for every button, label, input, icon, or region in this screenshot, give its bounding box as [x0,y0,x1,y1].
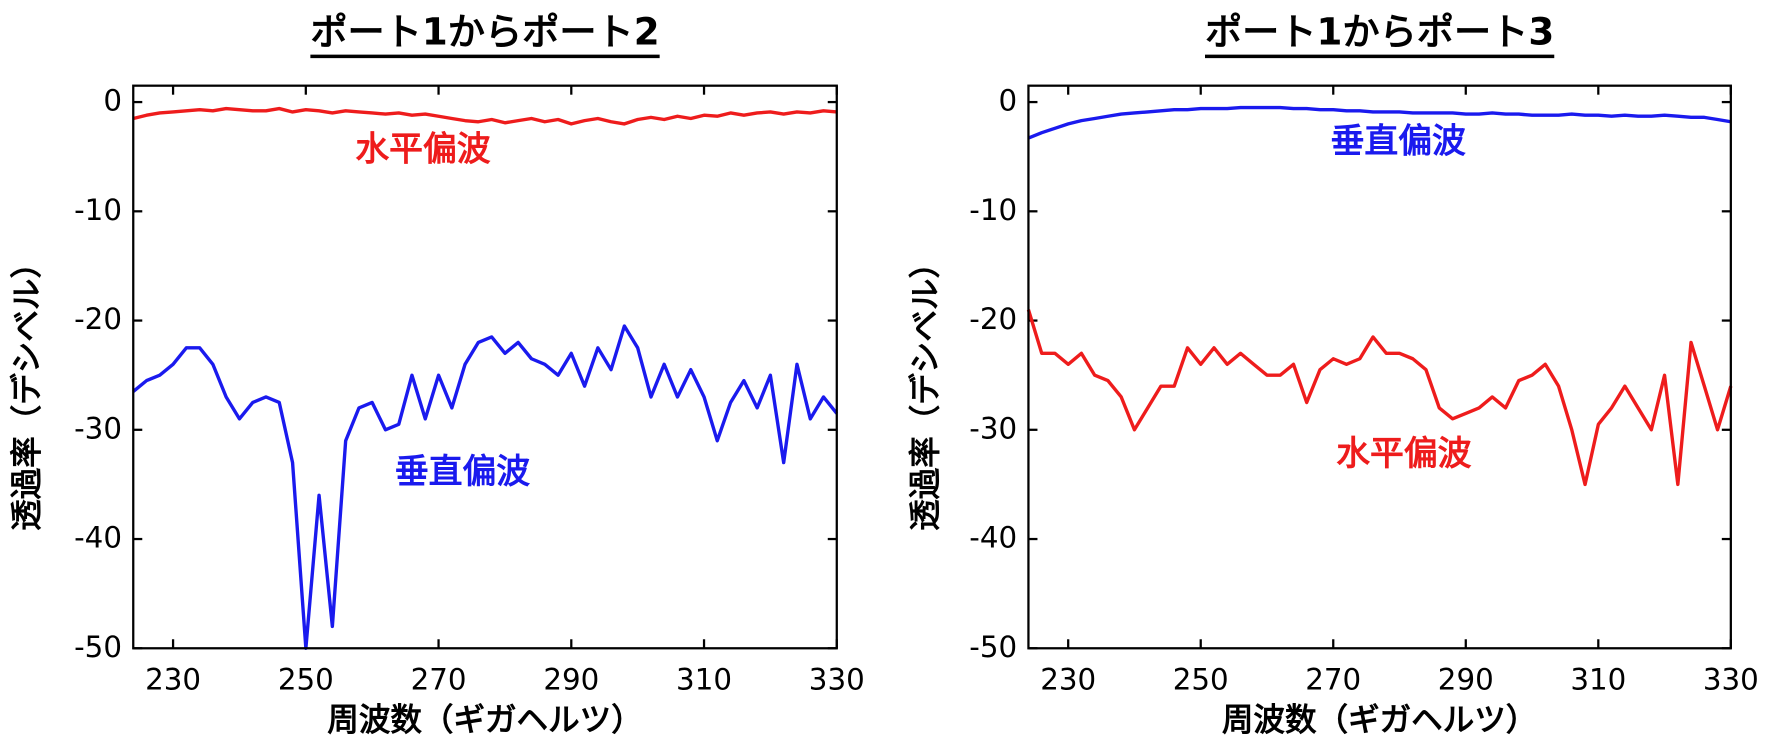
data-line [132,324,839,650]
y-tick-label: -10 [74,193,122,227]
chart-title: ポート1からポート3 [1205,9,1554,53]
x-tick-label: 250 [1173,662,1229,696]
x-tick-label: 290 [1438,662,1494,696]
data-line [132,106,837,126]
series-label: 垂直偏波 [1331,122,1466,161]
y-tick-label: -20 [969,302,1017,336]
y-tick-label: -30 [74,411,122,445]
x-tick-label: 250 [278,662,334,696]
data-line [1026,309,1733,487]
x-tick-label: 330 [1703,662,1759,696]
y-tick-label: -30 [969,411,1017,445]
y-tick-label: -20 [74,302,122,336]
x-tick-label: 330 [809,662,865,696]
x-axis-label: 周波数（ギガヘルツ） [327,703,642,739]
data-line [1027,105,1732,140]
series-label: 垂直偏波 [395,452,530,491]
x-axis-label: 周波数（ギガヘルツ） [1222,703,1537,739]
y-tick-label: 0 [999,84,1018,118]
x-tick-label: 270 [1305,662,1361,696]
x-tick-label: 270 [411,662,467,696]
y-tick-label: 0 [103,84,122,118]
series-label: 水平偏波 [355,130,490,169]
y-tick-label: -40 [74,521,122,555]
x-tick-label: 290 [543,662,599,696]
y-tick-label: -40 [969,521,1017,555]
x-tick-label: 230 [1040,662,1096,696]
x-tick-label: 310 [1570,662,1626,696]
series-label: 水平偏波 [1336,434,1471,473]
plot-frame [1027,84,1732,650]
x-tick-label: 230 [145,662,201,696]
plot-frame [132,84,838,650]
y-tick-label: -10 [969,193,1017,227]
y-axis-label: 透過率（デシベル） [907,247,944,531]
y-tick-label: -50 [74,630,122,664]
x-tick-label: 310 [676,662,732,696]
chart-title: ポート1からポート2 [310,9,659,53]
y-tick-label: -50 [969,630,1017,664]
y-axis-label: 透過率（デシベル） [8,247,45,531]
